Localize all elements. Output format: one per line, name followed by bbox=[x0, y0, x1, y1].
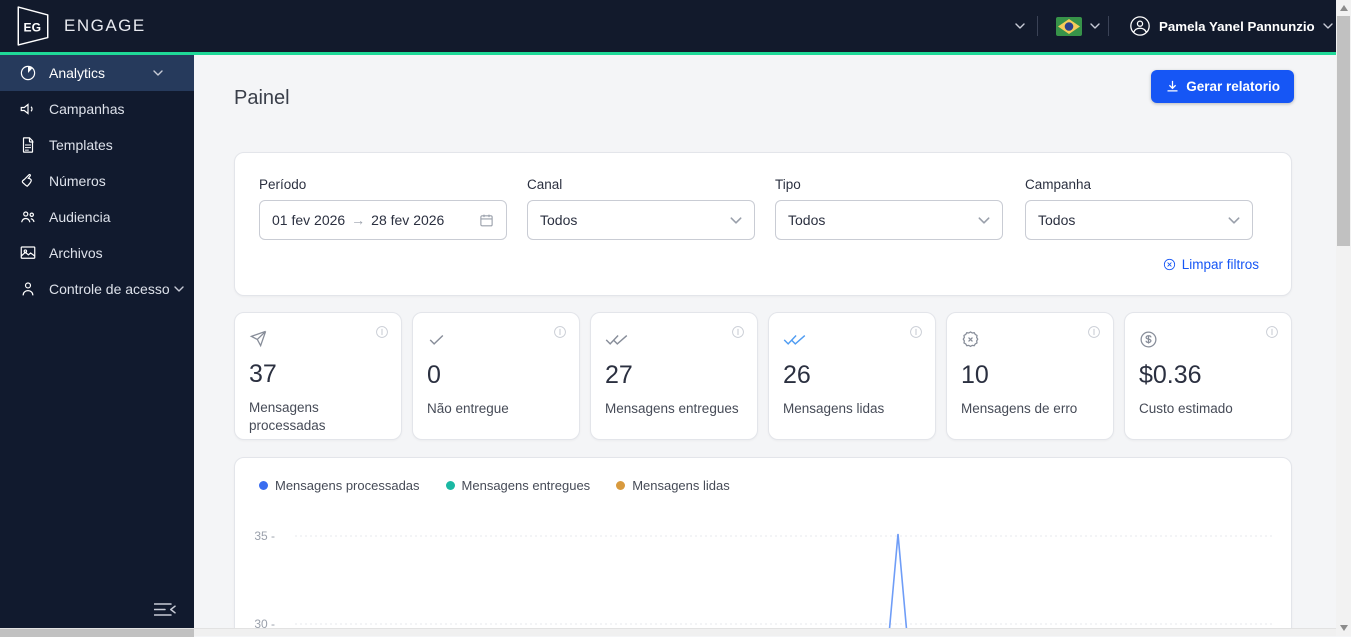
svg-text:35 -: 35 - bbox=[254, 529, 275, 543]
